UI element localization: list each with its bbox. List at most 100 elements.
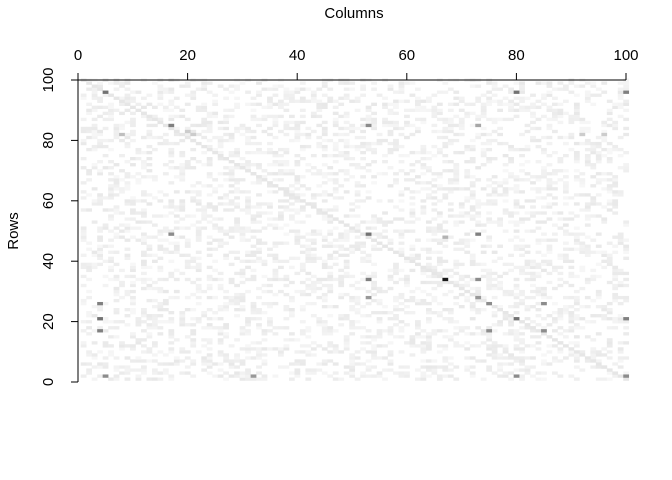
heatmap-cell (573, 193, 580, 197)
heatmap-cell (343, 292, 350, 297)
heatmap-cell (283, 274, 290, 279)
heatmap-cell (601, 304, 608, 309)
heatmap-cell (601, 253, 608, 257)
heatmap-cell (371, 126, 377, 131)
heatmap-cell (102, 301, 109, 306)
heatmap-cell (491, 323, 498, 327)
heatmap-cell (469, 160, 476, 164)
heatmap-cell (453, 223, 460, 227)
heatmap-cell (601, 138, 608, 143)
heatmap-cell (190, 190, 197, 194)
heatmap-cell (283, 123, 290, 128)
heatmap-cell (327, 332, 334, 336)
heatmap-cell (524, 295, 531, 300)
heatmap-cell (404, 259, 410, 264)
heatmap-cell (464, 114, 471, 119)
heatmap-cell (595, 135, 602, 140)
heatmap-cell (283, 292, 290, 297)
heatmap-cell (162, 105, 169, 109)
heatmap-cell (299, 280, 306, 285)
heatmap-cell (272, 172, 279, 176)
heatmap-cell (151, 259, 158, 264)
heatmap-cell (464, 211, 471, 215)
heatmap-cell (584, 96, 591, 100)
heatmap-cell (376, 374, 383, 378)
heatmap-cell (217, 241, 224, 245)
heatmap-cell (173, 126, 180, 131)
heatmap-cell (398, 268, 405, 273)
heatmap-cell (584, 93, 591, 97)
heatmap-cell (245, 150, 251, 155)
heatmap-cell (409, 123, 416, 128)
heatmap-cell (469, 344, 476, 348)
heatmap-cell (453, 265, 460, 270)
heatmap-cell (278, 172, 284, 176)
heatmap-cell (288, 229, 295, 233)
heatmap-cell (508, 147, 514, 152)
diagonal-cell (469, 292, 476, 297)
diagonal-cell (431, 271, 438, 276)
heatmap-cell (612, 181, 619, 185)
heatmap-cell (475, 292, 482, 297)
heatmap-cell (250, 341, 257, 345)
heatmap-cell (245, 229, 251, 233)
heatmap-cell (447, 129, 454, 134)
heatmap-cell (261, 87, 268, 91)
heatmap-cell (162, 289, 169, 294)
heatmap-cell (157, 84, 164, 88)
heatmap-cell (508, 160, 514, 164)
heatmap-cell (535, 271, 542, 276)
heatmap-cell (425, 280, 432, 285)
heatmap-cell (541, 220, 547, 224)
heatmap-cell (497, 193, 503, 197)
diagonal-cell (272, 184, 279, 188)
heatmap-cell (371, 150, 377, 155)
heatmap-cell (124, 223, 131, 227)
heatmap-cell (617, 93, 624, 97)
heatmap-cell (502, 153, 509, 158)
heatmap-cell (502, 169, 509, 173)
heatmap-cell (513, 329, 520, 333)
heatmap-cell (157, 117, 164, 122)
heatmap-cell (584, 120, 591, 125)
heatmap-cell (91, 87, 98, 91)
heatmap-cell (387, 353, 394, 357)
heatmap-cell (261, 377, 268, 381)
heatmap-cell (513, 147, 520, 152)
heatmap-cell (97, 262, 103, 267)
heatmap-cell (491, 81, 498, 85)
heatmap-cell (590, 274, 597, 279)
heatmap-cell (475, 117, 482, 122)
heatmap-cell (162, 205, 169, 209)
heatmap-cell (415, 99, 421, 103)
heatmap-cell (91, 341, 98, 345)
heatmap-cell (623, 341, 630, 345)
heatmap-cell (535, 220, 542, 224)
diagonal-cell (349, 226, 356, 230)
heatmap-cell (80, 93, 87, 97)
heatmap-cell (184, 93, 191, 97)
heatmap-cell (415, 335, 421, 339)
heatmap-cell (447, 235, 454, 239)
heatmap-cell (371, 350, 377, 354)
heatmap-cell (420, 172, 427, 176)
heatmap-cell (179, 253, 186, 257)
heatmap-cell (294, 271, 301, 276)
heatmap-cell (217, 144, 224, 149)
heatmap-cell (530, 335, 536, 339)
heatmap-cell (513, 190, 520, 194)
heatmap-cell (97, 132, 103, 137)
heatmap-cell (562, 329, 569, 333)
heatmap-cell (338, 150, 345, 155)
heatmap-cell (151, 320, 158, 324)
heatmap-cell (557, 135, 564, 140)
heatmap-cell (601, 153, 608, 158)
heatmap-cell (250, 117, 257, 122)
heatmap-cell (206, 202, 213, 206)
heatmap-cell (480, 229, 487, 233)
heatmap-cell (184, 190, 191, 194)
heatmap-cell (272, 374, 279, 378)
heatmap-cell (141, 238, 147, 242)
heatmap-cell (234, 190, 240, 194)
heatmap-cell (398, 374, 405, 378)
